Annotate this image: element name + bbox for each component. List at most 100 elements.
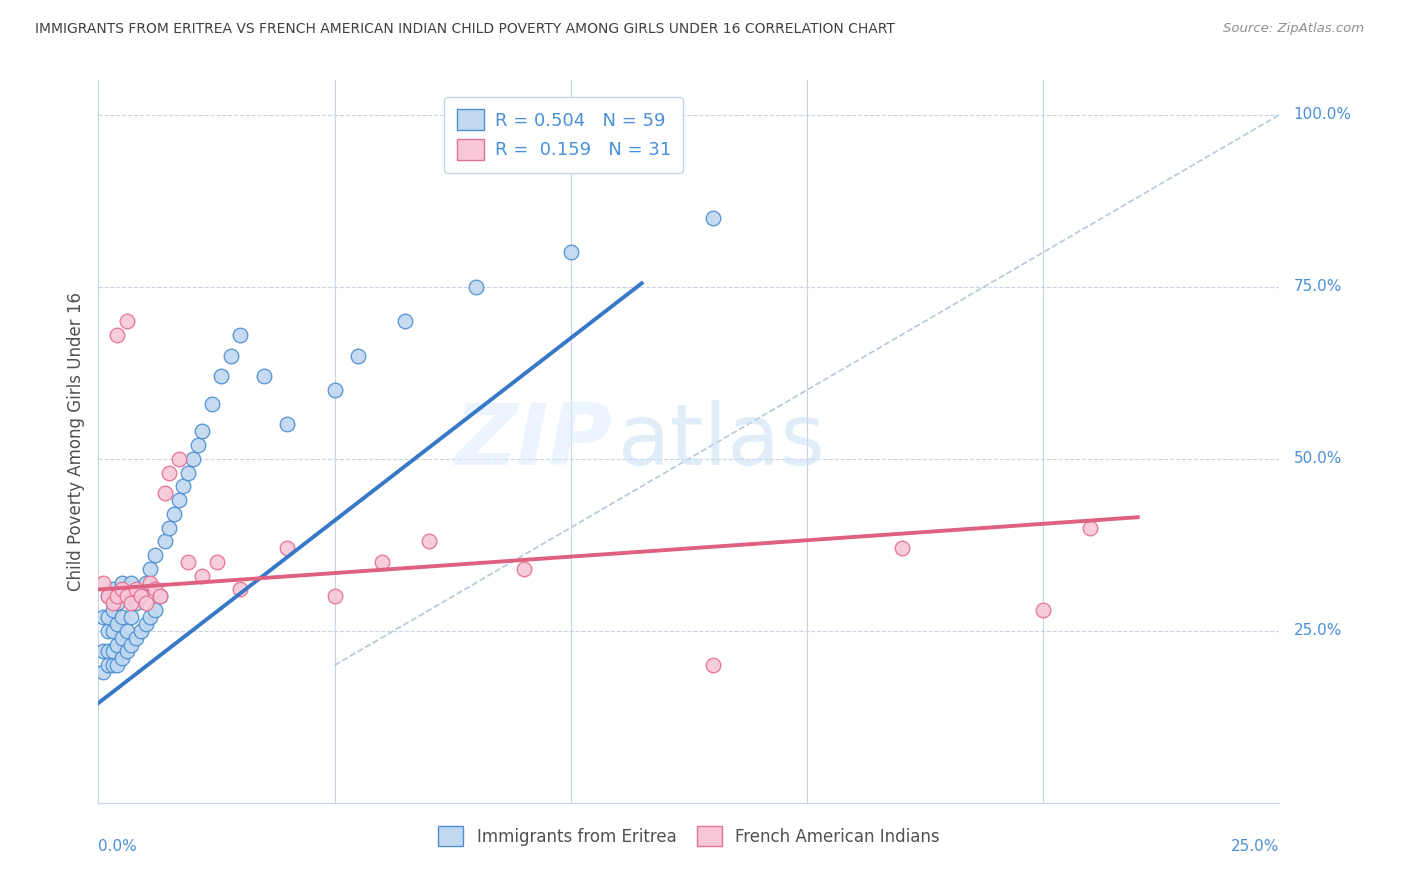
Point (135, 596, 157, 610)
Point (121, 610, 143, 624)
Point (191, 568, 214, 582)
Text: ZIP: ZIP (454, 400, 612, 483)
Point (121, 596, 143, 610)
Point (101, 596, 124, 610)
Point (111, 575, 134, 590)
Point (97, 590, 120, 604)
Point (143, 603, 166, 617)
Text: Source: ZipAtlas.com: Source: ZipAtlas.com (1223, 22, 1364, 36)
Point (153, 534, 176, 549)
Point (143, 582, 166, 597)
Y-axis label: Child Poverty Among Girls Under 16: Child Poverty Among Girls Under 16 (66, 292, 84, 591)
Point (153, 486, 176, 500)
Point (125, 582, 148, 597)
Point (115, 590, 138, 604)
Point (101, 603, 124, 617)
Point (167, 493, 190, 508)
Point (115, 314, 138, 328)
Point (97, 644, 120, 658)
Point (101, 658, 124, 673)
Point (219, 349, 242, 363)
Point (465, 279, 488, 293)
Point (101, 582, 124, 597)
Text: 75.0%: 75.0% (1294, 279, 1341, 294)
Text: 0.0%: 0.0% (98, 838, 138, 854)
Point (115, 644, 138, 658)
Point (702, 658, 724, 673)
Point (163, 507, 186, 521)
Point (323, 383, 346, 397)
Point (121, 638, 143, 652)
Point (111, 582, 134, 597)
Point (512, 562, 534, 576)
Point (143, 548, 166, 562)
Point (347, 349, 370, 363)
Point (177, 555, 200, 569)
Point (105, 638, 128, 652)
Point (276, 541, 298, 556)
Point (702, 211, 724, 225)
Point (229, 582, 252, 597)
Text: atlas: atlas (619, 400, 827, 483)
Point (371, 555, 394, 569)
Point (394, 314, 416, 328)
Point (181, 451, 204, 466)
Point (149, 590, 172, 604)
Legend: Immigrants from Eritrea, French American Indians: Immigrants from Eritrea, French American… (432, 820, 946, 852)
Point (115, 590, 138, 604)
Point (157, 520, 180, 534)
Point (135, 616, 157, 631)
Point (105, 596, 128, 610)
Point (125, 631, 148, 645)
Text: 25.0%: 25.0% (1232, 838, 1279, 854)
Point (129, 590, 152, 604)
Point (105, 590, 128, 604)
Point (105, 327, 128, 342)
Point (1080, 520, 1102, 534)
Point (890, 541, 912, 556)
Point (125, 596, 148, 610)
Point (91, 575, 114, 590)
Point (101, 644, 124, 658)
Point (97, 590, 120, 604)
Point (129, 624, 152, 638)
Point (172, 479, 194, 493)
Point (167, 451, 190, 466)
Point (139, 562, 162, 576)
Point (187, 438, 209, 452)
Point (229, 327, 252, 342)
Point (97, 658, 120, 673)
Point (115, 624, 138, 638)
Point (97, 624, 120, 638)
Point (101, 624, 124, 638)
Point (149, 590, 172, 604)
Text: 100.0%: 100.0% (1294, 107, 1351, 122)
Point (560, 245, 582, 260)
Point (105, 616, 128, 631)
Point (97, 610, 120, 624)
Point (111, 651, 134, 665)
Point (105, 658, 128, 673)
Text: 50.0%: 50.0% (1294, 451, 1341, 467)
Point (121, 575, 143, 590)
Point (139, 610, 162, 624)
Text: IMMIGRANTS FROM ERITREA VS FRENCH AMERICAN INDIAN CHILD POVERTY AMONG GIRLS UNDE: IMMIGRANTS FROM ERITREA VS FRENCH AMERIC… (35, 22, 896, 37)
Point (91, 644, 114, 658)
Point (323, 590, 346, 604)
Point (157, 466, 180, 480)
Point (191, 424, 214, 438)
Point (91, 665, 114, 679)
Point (209, 369, 232, 384)
Point (139, 575, 162, 590)
Text: 25.0%: 25.0% (1294, 624, 1341, 639)
Point (201, 397, 224, 411)
Point (418, 534, 440, 549)
Point (111, 631, 134, 645)
Point (205, 555, 228, 569)
Point (91, 610, 114, 624)
Point (276, 417, 298, 432)
Point (177, 466, 200, 480)
Point (129, 590, 152, 604)
Point (111, 610, 134, 624)
Point (1032, 603, 1054, 617)
